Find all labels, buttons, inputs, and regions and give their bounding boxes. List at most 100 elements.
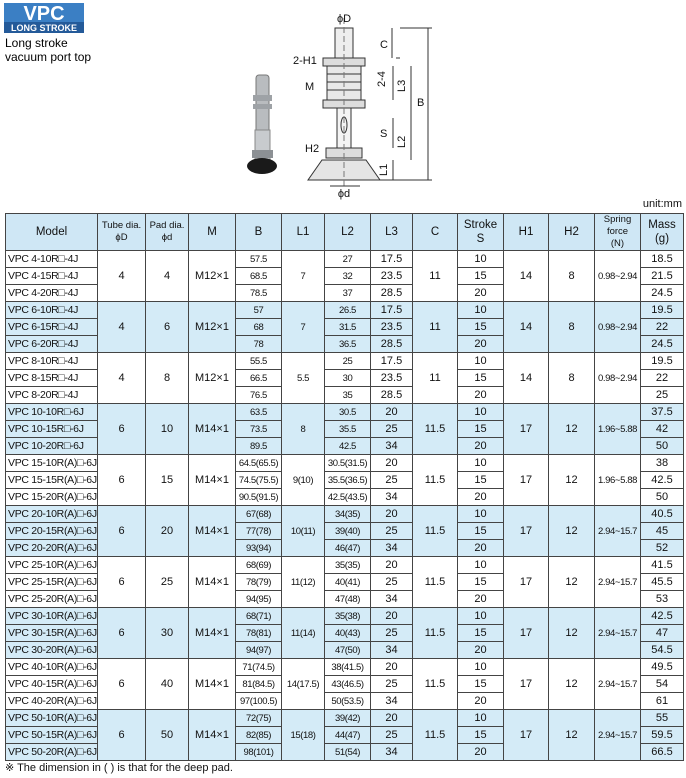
cell-l1: 14(17.5) — [281, 658, 325, 710]
cell-model: VPC 50-20R(A)□-6J — [5, 743, 98, 761]
cell-l1: 11(14) — [281, 607, 325, 659]
cell-pad: 40 — [145, 658, 189, 710]
cell-model: VPC 50-10R(A)□-6J — [5, 709, 98, 727]
column-header: L1 — [281, 213, 325, 251]
cell-h2: 12 — [548, 454, 595, 506]
cell-l3: 20 — [370, 658, 413, 676]
cell-model: VPC 40-15R(A)□-6J — [5, 675, 98, 693]
cell-b: 78.5 — [235, 284, 282, 302]
table-row: VPC 10-10R□-6J 6 10 M14×1 63.5 8 30.5 20 11.5 10 1… — [5, 403, 684, 455]
cell-stroke: 15 — [457, 369, 504, 387]
badge-title: VPC — [23, 3, 64, 25]
dim-label: B — [417, 97, 424, 109]
cell-model: VPC 8-15R□-4J — [5, 369, 98, 387]
cell-c: 11.5 — [412, 709, 458, 761]
cell-mass: 37.5 — [640, 403, 684, 421]
column-header: H2 — [548, 213, 595, 251]
cell-c: 11.5 — [412, 454, 458, 506]
cell-l3: 34 — [370, 590, 413, 608]
cell-model: VPC 4-15R□-4J — [5, 267, 98, 285]
cell-h1: 17 — [503, 403, 549, 455]
cell-mass: 22 — [640, 318, 684, 336]
cell-stroke: 15 — [457, 420, 504, 438]
cell-c: 11 — [412, 352, 458, 404]
cell-l1: 7 — [281, 301, 325, 353]
cell-spring: 2.94~15.7 — [594, 556, 641, 608]
cell-pad: 4 — [145, 250, 189, 302]
column-header: Tube dia. ϕD — [97, 213, 146, 251]
cell-h2: 12 — [548, 505, 595, 557]
cell-h1: 17 — [503, 556, 549, 608]
cell-l3: 23.5 — [370, 369, 413, 387]
cell-l1: 5.5 — [281, 352, 325, 404]
cell-l2: 42.5 — [324, 437, 371, 455]
column-header: Pad dia. ϕd — [145, 213, 189, 251]
table-row: VPC 30-15R(A)□-6J 78(81) 40(43) 25 15 47 — [5, 624, 684, 642]
cell-l3: 20 — [370, 454, 413, 472]
cell-l2: 26.5 — [324, 301, 371, 319]
cell-stroke: 15 — [457, 675, 504, 693]
cell-h1: 17 — [503, 607, 549, 659]
cell-l3: 25 — [370, 675, 413, 693]
cell-l2: 36.5 — [324, 335, 371, 353]
dim-label: C — [380, 39, 388, 51]
cell-pad: 30 — [145, 607, 189, 659]
header-row: Model Tube dia. ϕD Pad dia. ϕd M B L1 L2… — [5, 213, 684, 251]
cell-h1: 14 — [503, 301, 549, 353]
column-header: B — [235, 213, 282, 251]
cell-l2: 30.5 — [324, 403, 371, 421]
dim-label: L1 — [378, 164, 390, 176]
cell-l2: 35.5(36.5) — [324, 471, 371, 489]
column-header: L2 — [324, 213, 371, 251]
cell-stroke: 20 — [457, 386, 504, 404]
cell-model: VPC 25-20R(A)□-6J — [5, 590, 98, 608]
cell-stroke: 20 — [457, 284, 504, 302]
cell-spring: 2.94~15.7 — [594, 658, 641, 710]
cell-l1: 11(12) — [281, 556, 325, 608]
cell-stroke: 20 — [457, 641, 504, 659]
table-row: VPC 15-20R(A)□-6J 90.5(91.5) 42.5(43.5) 34 2… — [5, 488, 684, 506]
cell-m: M12×1 — [188, 250, 236, 302]
cell-mass: 53 — [640, 590, 684, 608]
cell-m: M14×1 — [188, 505, 236, 557]
table-row: VPC 20-20R(A)□-6J 93(94) 46(47) 34 20 52 — [5, 539, 684, 557]
cell-l2: 35 — [324, 386, 371, 404]
cell-spring: 2.94~15.7 — [594, 709, 641, 761]
cell-m: M14×1 — [188, 607, 236, 659]
cell-stroke: 10 — [457, 658, 504, 676]
cell-h2: 12 — [548, 658, 595, 710]
cell-c: 11.5 — [412, 607, 458, 659]
cell-l1: 10(11) — [281, 505, 325, 557]
cell-b: 68 — [235, 318, 282, 336]
cell-l3: 23.5 — [370, 267, 413, 285]
cell-mass: 47 — [640, 624, 684, 642]
cell-pad: 6 — [145, 301, 189, 353]
cell-h1: 14 — [503, 352, 549, 404]
cell-model: VPC 25-10R(A)□-6J — [5, 556, 98, 574]
cell-model: VPC 4-10R□-4J — [5, 250, 98, 268]
cell-mass: 59.5 — [640, 726, 684, 744]
cell-l2: 32 — [324, 267, 371, 285]
table-row: VPC 4-15R□-4J 68.5 32 23.5 15 21.5 — [5, 267, 684, 285]
cell-l2: 31.5 — [324, 318, 371, 336]
cell-model: VPC 15-15R(A)□-6J — [5, 471, 98, 489]
cell-l3: 34 — [370, 488, 413, 506]
cell-l2: 47(50) — [324, 641, 371, 659]
cell-spring: 1.96~5.88 — [594, 454, 641, 506]
cell-m: M14×1 — [188, 403, 236, 455]
cell-l2: 27 — [324, 250, 371, 268]
cell-h1: 17 — [503, 709, 549, 761]
dim-label: L3 — [396, 80, 408, 92]
cell-tube: 6 — [97, 607, 146, 659]
cell-tube: 6 — [97, 556, 146, 608]
spec-table: Model Tube dia. ϕD Pad dia. ϕd M B L1 L2… — [5, 213, 684, 761]
cell-b: 90.5(91.5) — [235, 488, 282, 506]
cell-b: 78 — [235, 335, 282, 353]
cell-spring: 1.96~5.88 — [594, 403, 641, 455]
cell-mass: 54 — [640, 675, 684, 693]
cell-model: VPC 15-10R(A)□-6J — [5, 454, 98, 472]
cell-h2: 12 — [548, 403, 595, 455]
cell-mass: 24.5 — [640, 284, 684, 302]
cell-h2: 8 — [548, 352, 595, 404]
cell-h1: 14 — [503, 250, 549, 302]
